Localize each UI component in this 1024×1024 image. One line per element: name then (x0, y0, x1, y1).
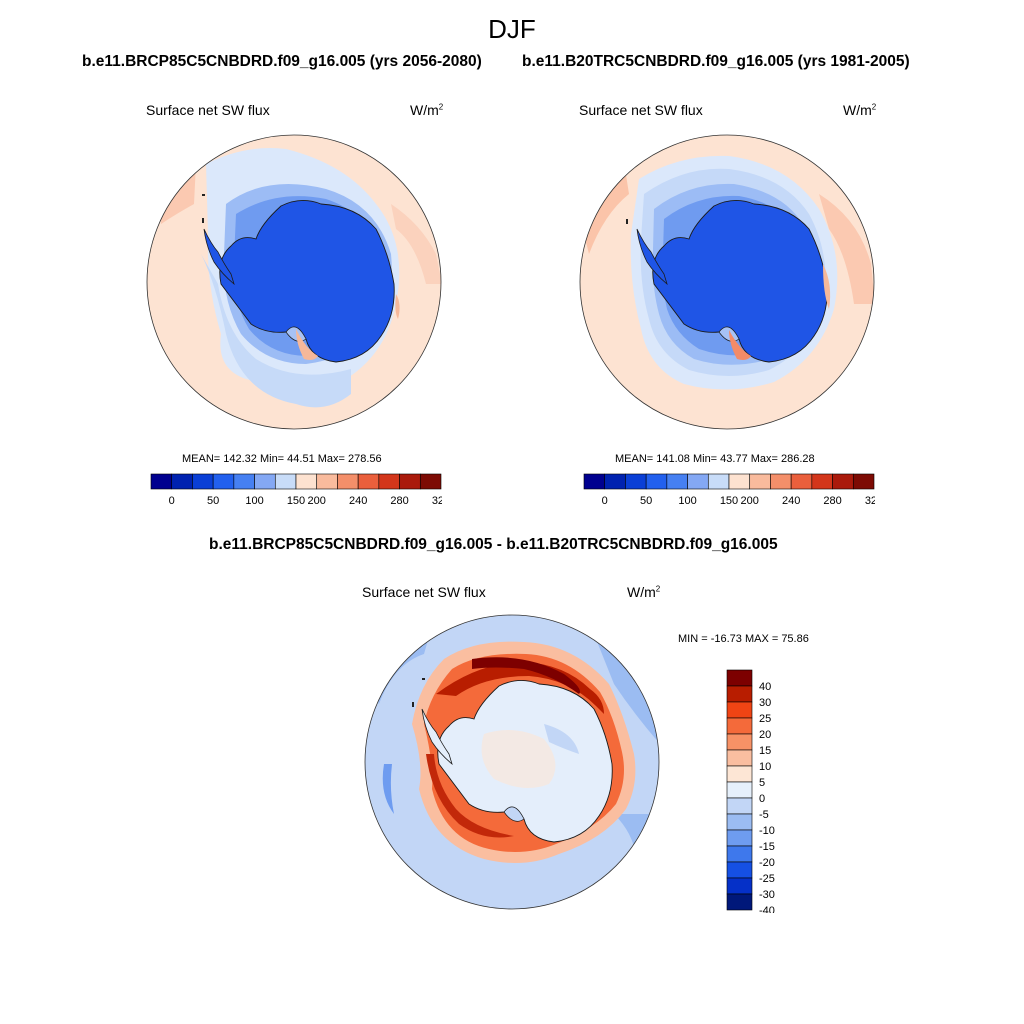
colorbar-diff-box-4 (726, 733, 753, 751)
colorbar-right-box-10 (790, 473, 813, 490)
colorbar-diff-box-10 (726, 829, 753, 847)
colorbar-diff-box-14 (726, 893, 753, 911)
map-historical-djf (579, 134, 875, 430)
colorbar-diff-tick-5: 10 (759, 761, 771, 773)
colorbar-diff-box-13 (726, 877, 753, 895)
colorbar-left-box-11 (378, 473, 400, 490)
colorbar-diff-box-12 (726, 861, 753, 879)
colorbar-diff-tick-9: -10 (759, 825, 775, 837)
variable-label-diff: Surface net SW flux (362, 584, 486, 600)
colorbar-diff-tick-13: -30 (759, 889, 775, 901)
colorbar-diff-tick-12: -25 (759, 873, 775, 885)
colorbar-right-box-6 (707, 473, 730, 490)
colorbar-left-box-1 (171, 473, 193, 490)
colorbar-left-tick-6: 280 (390, 495, 408, 507)
colorbar-diff-tick-1: 30 (759, 697, 771, 709)
colorbar-right-tick-5: 240 (782, 495, 800, 507)
stats-right: MEAN= 141.08 Min= 43.77 Max= 286.28 (615, 453, 815, 465)
colorbar-diff: 40 30 25 20 15 10 5 0 -5 -10 -15 -20 -25 -30 -40 (726, 669, 775, 913)
case-title-left: b.e11.BRCP85C5CNBDRD.f09_g16.005 (yrs 20… (82, 53, 482, 70)
colorbar-diff-tick-14: -40 (759, 905, 775, 913)
units-label-diff: W/m2 (627, 584, 661, 600)
diff-title: b.e11.BRCP85C5CNBDRD.f09_g16.005 - b.e11… (209, 536, 778, 553)
colorbar-left-tick-4: 200 (308, 495, 326, 507)
colorbar-left-tick-1: 50 (207, 495, 219, 507)
colorbar-right-box-3 (645, 473, 668, 490)
map-difference-djf (364, 614, 660, 910)
colorbar-right-box-0 (583, 473, 606, 490)
colorbar-right-tick-2: 100 (678, 495, 696, 507)
colorbar-diff-tick-7: 0 (759, 793, 765, 805)
colorbar-left-tick-7: 320 (432, 495, 442, 507)
units-label-left: W/m2 (410, 102, 444, 118)
colorbar-diff-box-7 (726, 781, 753, 799)
colorbar-left-box-8 (316, 473, 338, 490)
colorbar-diff-box-9 (726, 813, 753, 831)
colorbar-right-box-1 (604, 473, 626, 490)
colorbar-diff-tick-2: 25 (759, 713, 771, 725)
colorbar-right-tick-1: 50 (640, 495, 652, 507)
season-title: DJF (488, 14, 536, 44)
colorbar-left-box-0 (150, 473, 173, 490)
colorbar-right-box-4 (666, 473, 688, 490)
colorbar-diff-box-11 (726, 845, 753, 863)
colorbar-left-box-2 (192, 473, 214, 490)
colorbar-right-box-13 (852, 473, 875, 490)
colorbar-left-box-4 (233, 473, 255, 490)
colorbar-left-box-12 (399, 473, 421, 490)
colorbar-left-box-13 (419, 473, 442, 490)
units-label-right: W/m2 (843, 102, 877, 118)
colorbar-right-tick-3: 150 (720, 495, 738, 507)
colorbar-left-tick-5: 240 (349, 495, 367, 507)
stats-diff: MIN = -16.73 MAX = 75.86 (678, 633, 809, 645)
colorbar-diff-tick-4: 15 (759, 745, 771, 757)
colorbar-diff-tick-10: -15 (759, 841, 775, 853)
colorbar-right-box-5 (687, 473, 709, 490)
colorbar-right-tick-0: 0 (602, 495, 608, 507)
colorbar-left-box-7 (295, 473, 318, 490)
colorbar-right-tick-7: 320 (865, 495, 875, 507)
colorbar-left-box-3 (212, 473, 235, 490)
colorbar-left-tick-0: 0 (169, 495, 175, 507)
colorbar-right-box-2 (625, 473, 647, 490)
colorbar-left-box-9 (337, 473, 359, 490)
colorbar-diff-box-8 (726, 797, 753, 815)
colorbar-left-box-5 (254, 473, 276, 490)
colorbar-right-box-9 (770, 473, 792, 490)
variable-label-right: Surface net SW flux (579, 102, 703, 118)
colorbar-right-tick-6: 280 (823, 495, 841, 507)
colorbar-diff-box-3 (726, 717, 753, 735)
colorbar-right-tick-4: 200 (741, 495, 759, 507)
colorbar-diff-box-6 (726, 765, 753, 783)
colorbar-right-box-8 (749, 473, 771, 490)
colorbar-diff-tick-0: 40 (759, 681, 771, 693)
colorbar-diff-tick-3: 20 (759, 729, 771, 741)
colorbar-diff-box-0 (726, 669, 753, 687)
colorbar-diff-tick-8: -5 (759, 809, 769, 821)
colorbar-left-box-10 (357, 473, 380, 490)
colorbar-left-tick-2: 100 (245, 495, 263, 507)
map-future-djf (146, 134, 442, 430)
colorbar-right-box-12 (832, 473, 854, 490)
stats-left: MEAN= 142.32 Min= 44.51 Max= 278.56 (182, 453, 382, 465)
colorbar-diff-box-1 (726, 685, 753, 703)
colorbar-left-tick-3: 150 (287, 495, 305, 507)
colorbar-diff-box-5 (726, 749, 753, 767)
colorbar-diff-tick-6: 5 (759, 777, 765, 789)
variable-label-left: Surface net SW flux (146, 102, 270, 118)
colorbar-right-box-7 (728, 473, 751, 490)
colorbar-diff-box-2 (726, 701, 753, 719)
colorbar-right-box-11 (811, 473, 833, 490)
colorbar-diff-tick-11: -20 (759, 857, 775, 869)
colorbar-left-box-6 (274, 473, 297, 490)
case-title-right: b.e11.B20TRC5CNBDRD.f09_g16.005 (yrs 198… (522, 53, 910, 70)
